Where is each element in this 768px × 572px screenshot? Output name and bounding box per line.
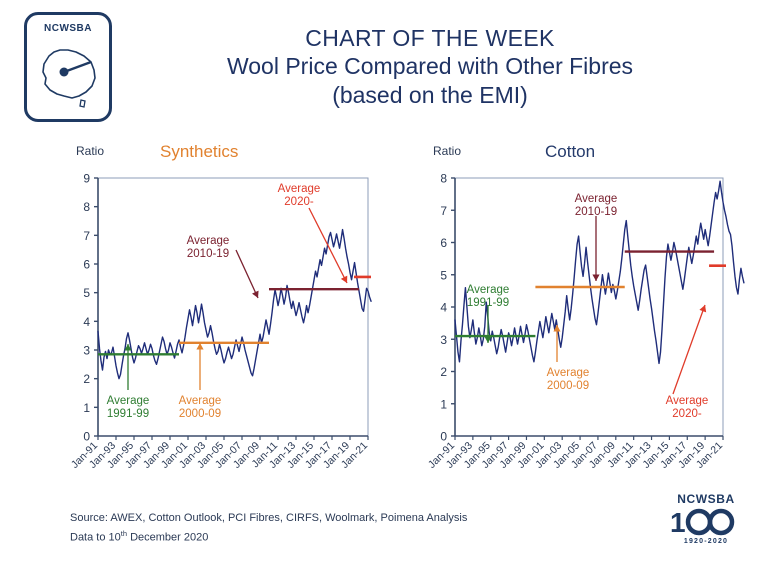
annotation-arrow-head — [553, 325, 561, 332]
chart-of-the-week-title: CHART OF THE WEEK — [305, 25, 555, 51]
cotton-ratio-axis-label: Ratio — [433, 144, 462, 158]
y-tick-label: 9 — [83, 172, 90, 186]
annotation-label-line2: 2000-09 — [179, 408, 221, 420]
data-date-line: Data to 10th December 2020 — [70, 526, 467, 546]
annotation-label-line2: 2010-19 — [575, 206, 617, 218]
cotton-plot-area: 0 1 2 3 4 5 6 7 8 Jan-91 Jan-93 Jan-95 Jan-97 Jan-99 J… — [415, 166, 755, 471]
chart-basis-note: (based on the EMI) — [332, 82, 528, 108]
y-tick-label: 5 — [83, 286, 90, 300]
cotton-chart-title: Cotton — [545, 142, 596, 161]
ncwsba-centenary-logo: NCWSBA 1 1920-2020 — [658, 492, 754, 562]
y-tick-label: 5 — [440, 268, 447, 282]
y-tick-label: 2 — [440, 365, 447, 379]
y-tick-label: 1 — [440, 397, 447, 411]
chart-panel-cotton: Ratio Cotton 0 1 2 3 4 5 6 7 8 Jan-91 Jan-93 Jan-95… — [415, 140, 755, 490]
y-tick-label: 7 — [83, 229, 90, 243]
annotation-label-line1: Average — [107, 395, 150, 407]
synthetics-chart-title: Synthetics — [160, 142, 239, 161]
annotation-leader-line — [235, 249, 259, 299]
y-tick-label: 2 — [83, 372, 90, 386]
price-ratio-series-line — [454, 180, 745, 365]
annotation-label-line1: Average — [666, 395, 709, 407]
centenary-logo-name: NCWSBA — [677, 492, 735, 506]
annotation-arrow-head — [124, 344, 132, 351]
y-tick-label: 8 — [440, 172, 447, 186]
annotation-arrow-head — [252, 290, 259, 298]
annotation-label-line2: 1991-99 — [467, 297, 509, 309]
svg-text:1: 1 — [670, 507, 686, 537]
annotation-label-line2: 2000-09 — [547, 380, 589, 392]
annotation-arrow-head — [592, 274, 600, 281]
price-ratio-series-line — [97, 228, 372, 380]
footer-source-block: Source: AWEX, Cotton Outlook, PCI Fibres… — [70, 510, 467, 546]
synthetics-ratio-axis-label: Ratio — [76, 144, 105, 158]
logo-frame — [24, 12, 112, 122]
annotation-arrow-head — [196, 343, 204, 350]
annotation-label-line2: 1991-99 — [107, 408, 149, 420]
annotation-label-line1: Average — [547, 367, 590, 379]
annotation-label-line2: 2020- — [284, 196, 314, 208]
annotation-leader-line — [308, 207, 348, 284]
annotation-label-line1: Average — [575, 193, 618, 205]
y-tick-label: 1 — [83, 401, 90, 415]
data-date-ordinal: th — [120, 529, 128, 538]
chart-subtitle: Wool Price Compared with Other Fibres — [226, 53, 634, 79]
annotation-label-line1: Average — [179, 395, 222, 407]
y-tick-label: 3 — [83, 344, 90, 358]
annotation-label-line2: 2010-19 — [187, 248, 229, 260]
title-block: CHART OF THE WEEK Wool Price Compared wi… — [130, 24, 730, 110]
annotation-arrow-head — [340, 275, 348, 283]
annotation-label-line1: Average — [278, 183, 321, 195]
y-tick-label: 8 — [83, 200, 90, 214]
annotation-arrow-head — [484, 336, 492, 343]
y-tick-label: 7 — [440, 204, 447, 218]
source-line: Source: AWEX, Cotton Outlook, PCI Fibres… — [70, 512, 468, 524]
y-tick-label: 4 — [440, 301, 447, 315]
annotation-arrow-head — [699, 305, 707, 313]
annotation-label-line1: Average — [187, 235, 230, 247]
ncwsba-logo: NCWSBA — [24, 12, 112, 122]
chart-panel-synthetics: Ratio Synthetics 0 1 2 3 4 5 6 7 8 9 Jan-91 Jan-93 J… — [60, 140, 400, 490]
centenary-100-icon: 1 — [670, 507, 735, 537]
y-tick-label: 4 — [83, 315, 90, 329]
australia-map-icon — [42, 49, 96, 108]
annotation-label-line2: 2020- — [672, 408, 702, 420]
synthetics-plot-area: 0 1 2 3 4 5 6 7 8 9 Jan-91 Jan-93 Jan-95 Jan-97 Jan-99… — [60, 166, 400, 471]
y-tick-label: 0 — [440, 430, 447, 444]
data-date-post: December 2020 — [127, 531, 209, 544]
data-date-pre: Data to 10 — [70, 531, 121, 544]
logo-brand-text: NCWSBA — [44, 23, 92, 34]
annotation-leader-line — [672, 304, 706, 395]
annotation-label-line1: Average — [467, 284, 510, 296]
y-tick-label: 6 — [83, 258, 90, 272]
centenary-logo-years: 1920-2020 — [683, 538, 729, 545]
y-tick-label: 0 — [83, 430, 90, 444]
y-tick-label: 6 — [440, 236, 447, 250]
y-tick-label: 3 — [440, 333, 447, 347]
